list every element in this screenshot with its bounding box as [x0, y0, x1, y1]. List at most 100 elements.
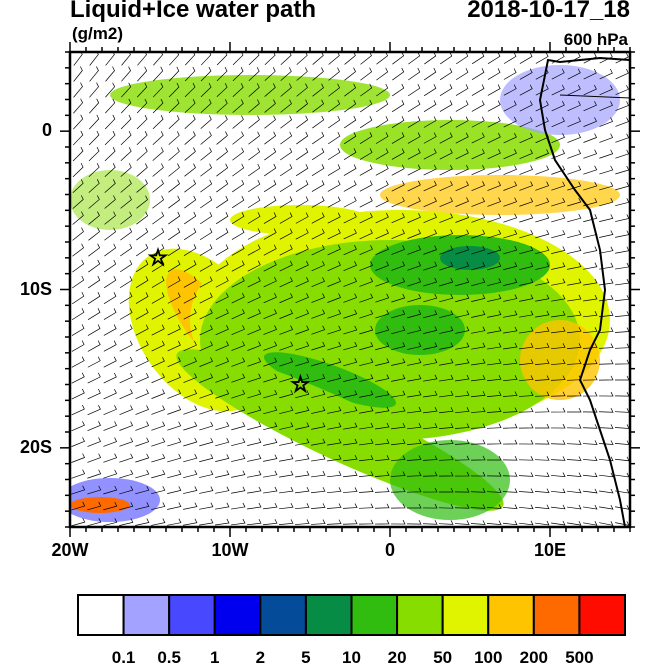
- wind-barb: [438, 439, 454, 445]
- wind-barb: [423, 148, 437, 160]
- wind-barb: [599, 165, 614, 175]
- colorbar-box: [213, 594, 262, 636]
- wind-barb: [439, 84, 453, 96]
- wind-barb: [247, 196, 261, 209]
- wind-barb: [87, 292, 101, 305]
- wind-barb: [471, 310, 486, 318]
- wind-barb: [455, 100, 469, 112]
- wind-barb: [551, 520, 566, 526]
- wind-barb: [215, 244, 229, 256]
- wind-barb: [216, 131, 228, 145]
- wind-barb: [89, 98, 100, 114]
- wind-barb: [599, 181, 614, 191]
- wind-barb: [439, 310, 454, 319]
- wind-barb: [72, 195, 84, 209]
- wind-barb: [343, 374, 358, 382]
- wind-barb: [183, 357, 197, 368]
- wind-barb: [327, 293, 342, 303]
- wind-barb: [247, 405, 262, 415]
- wind-barb: [407, 358, 422, 366]
- wind-barb: [599, 488, 614, 494]
- wind-barb: [199, 518, 214, 526]
- wind-barb: [88, 259, 101, 273]
- wind-barb: [550, 343, 566, 350]
- wind-barb: [135, 502, 150, 511]
- wind-barb: [87, 324, 101, 336]
- wind-barb: [104, 195, 116, 209]
- wind-barb: [534, 391, 550, 397]
- wind-barb: [343, 212, 357, 224]
- wind-barb: [487, 213, 502, 223]
- wind-barb: [535, 165, 550, 175]
- wind-barb: [183, 437, 198, 447]
- wind-barb: [119, 259, 133, 273]
- wind-barb: [327, 471, 342, 478]
- wind-barb: [120, 98, 132, 114]
- wind-barb: [215, 486, 230, 494]
- wind-barb: [471, 245, 486, 255]
- wind-barb: [359, 164, 373, 176]
- wind-barb: [215, 276, 229, 288]
- wind-barb: [502, 439, 518, 445]
- colorbar-label: 200: [519, 648, 549, 667]
- wind-barb: [502, 504, 518, 509]
- wind-barb: [519, 229, 534, 239]
- wind-barb: [247, 438, 262, 446]
- wind-barb: [486, 520, 502, 526]
- wind-barb: [231, 421, 246, 431]
- wind-barb: [391, 100, 405, 113]
- wind-barb: [566, 359, 582, 365]
- wind-barb: [471, 342, 486, 350]
- wind-barb: [503, 84, 517, 96]
- wind-barb: [567, 504, 582, 510]
- wind-barb: [312, 67, 324, 81]
- wind-barb: [327, 341, 342, 351]
- units-label: (g/m2): [72, 24, 123, 43]
- wind-barb: [551, 504, 566, 510]
- wind-barb: [550, 488, 566, 494]
- wind-barb: [551, 262, 566, 270]
- wind-barb: [487, 358, 502, 366]
- wind-barb: [152, 211, 165, 225]
- wind-barb: [103, 388, 117, 400]
- wind-barb: [519, 181, 534, 191]
- wind-barb: [487, 245, 502, 255]
- wind-barb: [295, 212, 309, 224]
- wind-barb: [567, 149, 582, 159]
- wind-barb: [247, 179, 261, 193]
- wind-barb: [343, 422, 358, 430]
- wind-barb: [327, 454, 342, 462]
- wind-barb: [295, 422, 310, 430]
- wind-barb: [439, 180, 453, 192]
- wind-barb: [407, 245, 422, 255]
- wind-barb: [407, 213, 421, 224]
- wind-barb: [503, 229, 518, 239]
- wind-barb: [535, 84, 549, 96]
- wind-barb: [295, 406, 310, 414]
- wind-barb: [280, 67, 292, 81]
- wind-barb: [248, 99, 260, 113]
- wind-barb: [247, 422, 262, 431]
- wind-barb: [168, 147, 180, 161]
- wind-barb: [502, 375, 518, 382]
- wind-barb: [503, 294, 518, 302]
- wind-barb: [392, 67, 405, 81]
- wind-barb: [454, 423, 470, 429]
- colorbar-label: 5: [301, 648, 311, 667]
- wind-barb: [375, 116, 389, 129]
- wind-barb: [263, 470, 278, 478]
- wind-barb: [519, 165, 534, 175]
- wind-barb: [455, 132, 469, 144]
- wind-barb: [151, 421, 166, 431]
- wind-barb: [151, 486, 166, 495]
- wind-barb: [183, 421, 198, 431]
- wind-barb: [247, 454, 262, 462]
- wind-barb: [583, 472, 598, 478]
- wind-barb: [135, 292, 149, 304]
- colorbar: [77, 594, 627, 636]
- wind-barb: [328, 67, 340, 81]
- wind-barb: [280, 83, 292, 97]
- wind-barb: [375, 148, 389, 160]
- wind-barb: [295, 438, 310, 446]
- axis-ticks: [60, 42, 640, 537]
